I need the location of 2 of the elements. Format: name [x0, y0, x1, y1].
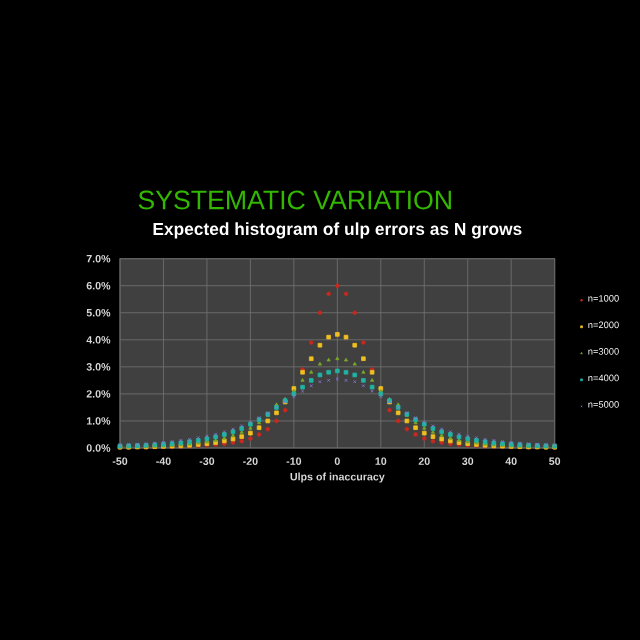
- chart-subtitle: Expected histogram of ulp errors as N grows: [153, 222, 522, 239]
- chart-title: SYSTEMATIC VARIATION: [138, 190, 451, 210]
